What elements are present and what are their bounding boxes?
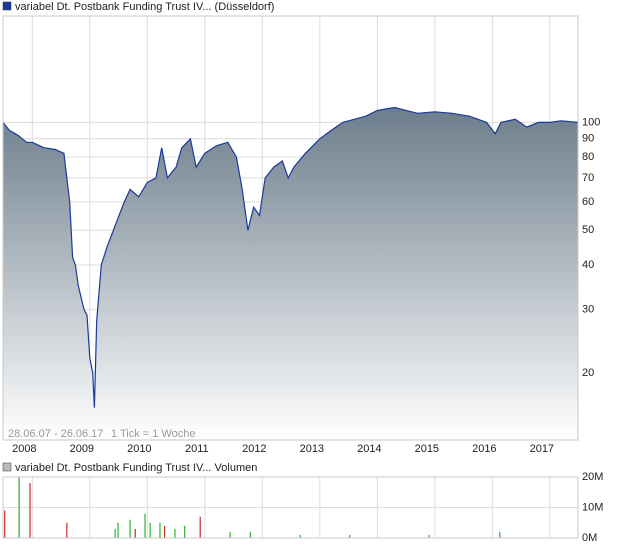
volume-bar	[134, 528, 136, 538]
x-tick-label: 2014	[357, 443, 381, 455]
volume-bar	[129, 519, 131, 538]
y-tick-label: 20M	[582, 471, 603, 483]
volume-bar	[66, 522, 68, 538]
y-tick-label: 0M	[582, 532, 597, 544]
y-tick-label: 50	[582, 224, 594, 236]
legend-swatch	[2, 1, 12, 11]
volume-bar	[349, 534, 351, 538]
y-tick-label: 20	[582, 367, 594, 379]
plot-frame	[2, 476, 579, 539]
volume-bar	[4, 510, 6, 538]
plot-frame	[2, 15, 579, 441]
area-fill	[3, 107, 578, 440]
x-tick-label: 2008	[12, 443, 36, 455]
volume-bar	[144, 513, 146, 538]
volume-bar	[163, 525, 166, 538]
volume-bar	[174, 528, 176, 538]
x-tick-label: 2010	[127, 443, 151, 455]
chart-title: variabel Dt. Postbank Funding Trust IV..…	[15, 1, 274, 13]
volume-bar	[249, 531, 251, 538]
y-tick-label: 60	[582, 196, 594, 208]
volume-title: variabel Dt. Postbank Funding Trust IV..…	[15, 462, 257, 474]
y-tick-label: 40	[582, 259, 594, 271]
volume-bar	[114, 528, 116, 538]
volume-bar	[199, 516, 201, 538]
volume-bar	[499, 531, 501, 538]
y-tick-label: 10M	[582, 501, 603, 513]
volume-bar	[149, 522, 151, 538]
date-range: 28.06.07 - 26.06.17	[8, 428, 103, 440]
y-tick-label: 90	[582, 133, 594, 145]
volume-bar	[229, 531, 231, 538]
y-tick-label: 80	[582, 151, 594, 163]
x-tick-label: 2012	[242, 443, 266, 455]
volume-bar	[184, 525, 186, 538]
volume-bar	[428, 534, 430, 538]
volume-bar	[18, 477, 20, 538]
volume-bar	[117, 522, 119, 538]
x-tick-label: 2015	[415, 443, 439, 455]
legend-swatch	[2, 462, 12, 472]
volume-bar	[159, 522, 161, 538]
y-tick-label: 30	[582, 304, 594, 316]
x-tick-label: 2013	[300, 443, 324, 455]
x-tick-label: 2016	[472, 443, 496, 455]
price-line	[2, 106, 579, 408]
x-tick-label: 2011	[185, 443, 209, 455]
volume-bar	[29, 483, 31, 538]
volume-bar	[299, 534, 301, 538]
x-tick-label: 2009	[70, 443, 94, 455]
y-tick-label: 100	[582, 116, 600, 128]
x-tick-label: 2017	[530, 443, 554, 455]
tick-note: 1 Tick = 1 Woche	[111, 428, 195, 440]
y-tick-label: 70	[582, 172, 594, 184]
